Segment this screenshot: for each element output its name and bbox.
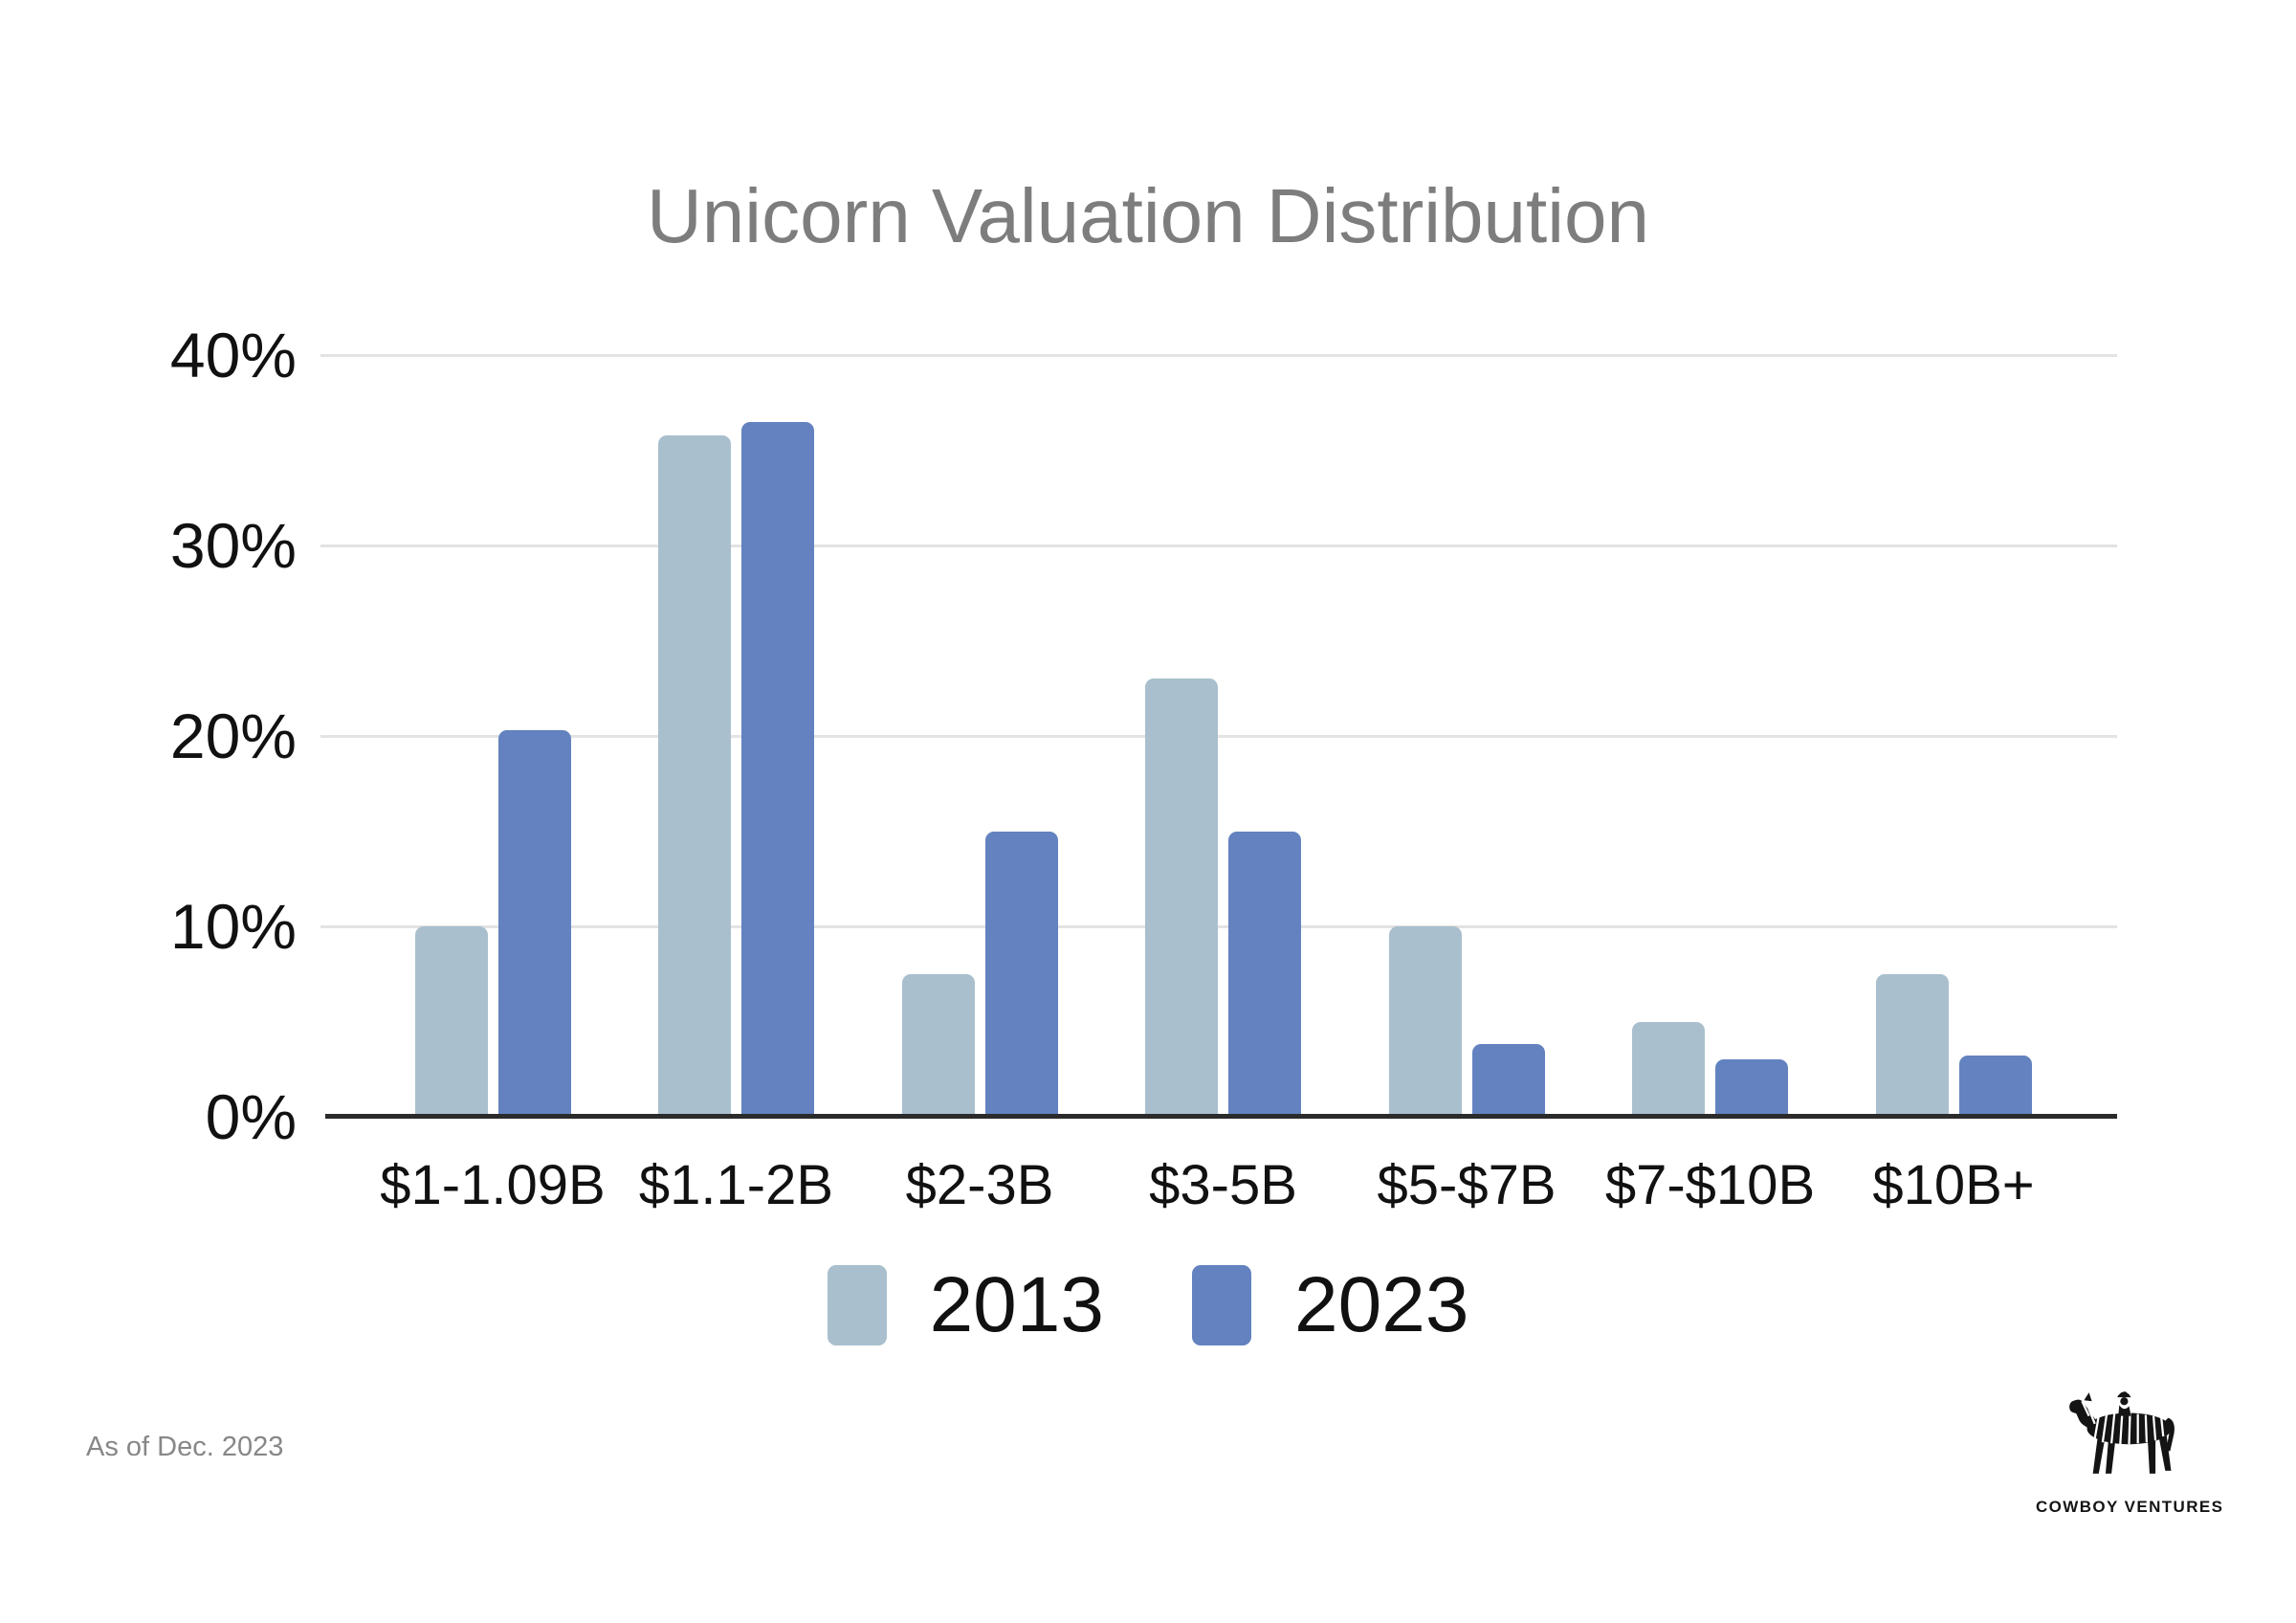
gridline-30% — [320, 545, 2117, 547]
bar-2013-$5-$7B — [1388, 926, 1462, 1117]
x-tick-$3-5B: $3-5B — [1149, 1154, 1297, 1216]
bar-2023-$10B+ — [1958, 1056, 2032, 1117]
zebra-cowboy-icon — [2069, 1391, 2175, 1474]
y-tick-10%: 10% — [169, 891, 297, 962]
legend-label-2023: 2023 — [1294, 1261, 1469, 1348]
bar-2023-$5-$7B — [1471, 1044, 1545, 1117]
footnote: As of Dec. 2023 — [86, 1432, 284, 1462]
x-axis-line — [325, 1114, 2117, 1119]
y-tick-0%: 0% — [205, 1081, 297, 1152]
bar-2013-$1.1-2B — [658, 434, 731, 1117]
x-tick-$10B+: $10B+ — [1872, 1154, 2035, 1216]
y-tick-20%: 20% — [169, 700, 297, 771]
bar-2013-$2-3B — [901, 973, 975, 1117]
y-tick-30%: 30% — [169, 510, 297, 581]
chart-legend: 2013 2023 — [0, 1265, 2296, 1345]
chart-title: Unicorn Valuation Distribution — [647, 173, 1649, 258]
bar-2023-$7-$10B — [1715, 1059, 1788, 1117]
bar-2013-$3-5B — [1145, 678, 1218, 1117]
legend-label-2013: 2013 — [929, 1261, 1104, 1348]
legend-item-2013: 2013 — [827, 1261, 1104, 1348]
bar-2023-$1.1-2B — [741, 421, 814, 1117]
bar-2023-$3-5B — [1228, 831, 1301, 1117]
bar-2013-$1-1.09B — [414, 926, 488, 1117]
bar-2013-$10B+ — [1875, 973, 1949, 1117]
bar-2013-$7-$10B — [1632, 1021, 1705, 1117]
y-tick-40%: 40% — [169, 320, 297, 390]
gridline-40% — [320, 354, 2117, 357]
x-tick-$1.1-2B: $1.1-2B — [638, 1154, 834, 1216]
gridline-20% — [320, 735, 2117, 738]
logo-wordmark: COWBOY VENTURES — [2036, 1498, 2224, 1516]
cowboy-ventures-logo: COWBOY VENTURES — [2036, 1390, 2223, 1517]
x-tick-$2-3B: $2-3B — [905, 1154, 1054, 1216]
x-tick-$5-$7B: $5-$7B — [1377, 1154, 1556, 1216]
x-tick-$1-1.09B: $1-1.09B — [380, 1154, 606, 1216]
x-tick-$7-$10B: $7-$10B — [1604, 1154, 1816, 1216]
bar-2023-$1-1.09B — [497, 730, 571, 1117]
legend-swatch-2013 — [827, 1265, 887, 1345]
gridline-10% — [320, 925, 2117, 928]
legend-item-2023: 2023 — [1192, 1265, 1468, 1345]
legend-swatch-2023 — [1192, 1265, 1251, 1345]
bar-2023-$2-3B — [984, 831, 1058, 1117]
